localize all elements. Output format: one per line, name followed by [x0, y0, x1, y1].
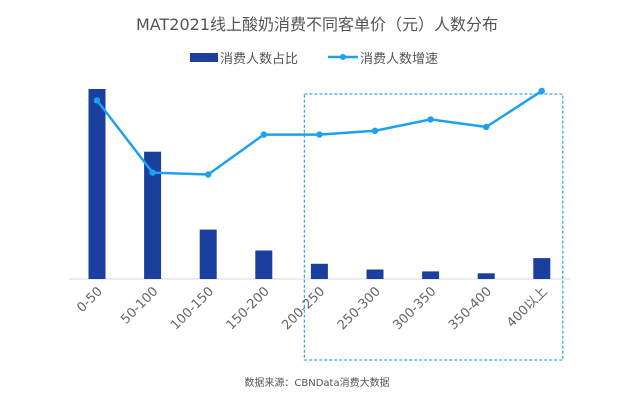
legend: 消费人数占比 消费人数增速: [190, 52, 438, 67]
bars: [88, 89, 551, 279]
line-points: [93, 87, 545, 178]
x-tick-label: 50-100: [118, 284, 161, 327]
legend-line-marker: [340, 54, 346, 60]
source-note: 数据来源：CBNData消费大数据: [244, 376, 389, 389]
x-ticks: 0-50 50-100 100-150 150-200 200-250 250-300 30…: [74, 284, 550, 333]
bar-100-150: [199, 229, 217, 279]
point-150-200: [260, 131, 267, 138]
legend-bar-swatch: [190, 53, 218, 62]
highlight-box: [303, 93, 564, 361]
x-tick-label: 150-200: [224, 284, 273, 333]
chart-title: MAT2021线上酸奶消费不同客单价（元）人数分布: [136, 15, 498, 34]
bar-350-400: [477, 273, 495, 279]
x-tick-label: 400以上: [504, 284, 551, 331]
bar-150-200: [255, 250, 273, 279]
point-300-350: [427, 116, 434, 123]
legend-bar-label: 消费人数占比: [220, 52, 298, 67]
bar-50-100: [144, 151, 162, 279]
bar-300-350: [422, 271, 440, 279]
point-250-300: [371, 127, 379, 134]
x-tick-label: 250-300: [335, 284, 384, 333]
point-50-100: [149, 169, 156, 176]
point-100-150: [205, 171, 212, 178]
point-400以上: [538, 87, 545, 95]
x-tick-label: 200-250: [279, 284, 328, 333]
bar-400以上: [533, 258, 551, 279]
bar-0-50: [88, 89, 106, 279]
x-tick-label: 300-350: [390, 284, 439, 333]
bar-200-250: [310, 263, 328, 279]
point-350-400: [483, 123, 490, 131]
x-tick-label: 0-50: [74, 284, 105, 315]
x-tick-label: 350-400: [446, 284, 495, 333]
x-tick-label: 100-150: [168, 284, 217, 333]
legend-line-label: 消费人数增速: [360, 52, 438, 67]
bar-250-300: [366, 269, 384, 279]
point-200-250: [316, 131, 323, 138]
point-0-50: [93, 97, 101, 104]
